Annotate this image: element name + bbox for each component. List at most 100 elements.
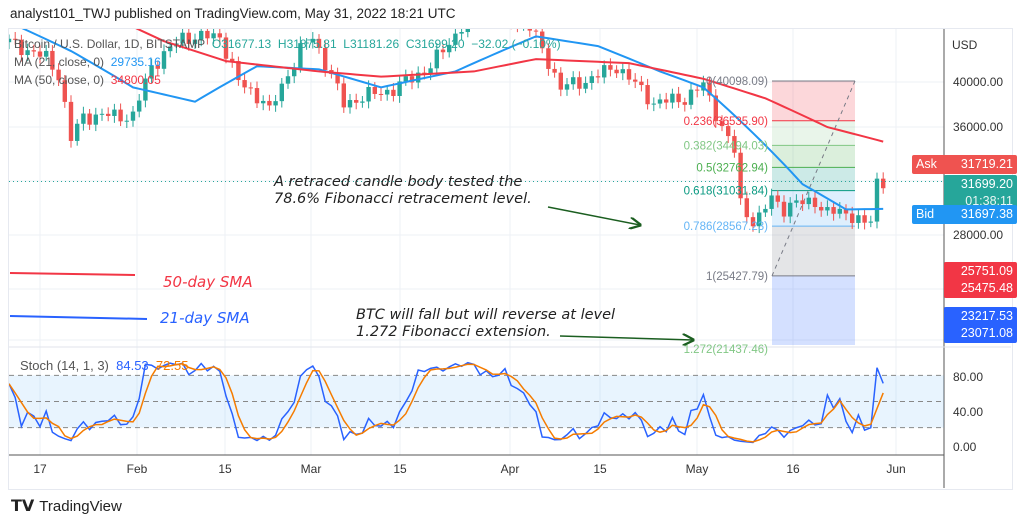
ma21-legend: MA (21, close, 0) 29735.16: [14, 55, 161, 69]
candle-body: [447, 44, 452, 53]
candle-body: [750, 217, 756, 227]
fib-blue-tag: 23217.53 23071.08: [944, 307, 1017, 343]
candle-body: [819, 206, 824, 211]
candle-body: [155, 65, 160, 69]
publish-header: analyst101_TWJ published on TradingView.…: [10, 6, 456, 21]
candle-body: [602, 65, 607, 78]
candle-body: [775, 195, 780, 202]
candle-body: [217, 33, 222, 38]
candle-body: [515, 25, 519, 26]
ask-tag: Ask 31719.21: [912, 155, 1017, 174]
stoch-tick: 0.00: [953, 440, 977, 454]
candle-body: [186, 32, 191, 44]
candle-body: [676, 93, 681, 103]
sma21-sample-line: [9, 315, 148, 320]
candle-body: [298, 43, 303, 68]
candle-body: [769, 195, 774, 209]
candle-body: [279, 83, 284, 102]
candle-body: [812, 197, 818, 207]
chart-frame[interactable]: [8, 28, 1013, 490]
candle-body: [757, 212, 762, 227]
stoch-lines: [9, 361, 884, 444]
candle-body: [595, 76, 601, 78]
candle-body: [149, 65, 154, 79]
candle-body: [503, 10, 507, 17]
candle-body: [416, 72, 421, 83]
candle-body: [533, 30, 539, 32]
candle-body: [44, 50, 49, 57]
candle-body: [453, 33, 458, 45]
candle-body: [248, 87, 253, 89]
candle-body: [341, 83, 346, 108]
sma50-label: 50-day SMA: [163, 273, 253, 291]
candle-body: [285, 76, 291, 84]
candle-body: [242, 80, 247, 88]
candle-body: [484, 13, 488, 19]
candle-body: [434, 49, 439, 69]
stoch-d-line: [9, 362, 884, 443]
candle-body: [9, 38, 12, 43]
fib-trend-line: [771, 80, 856, 277]
fib-zone: [772, 120, 855, 146]
change-value: −32.02 (−0.10%): [471, 37, 561, 51]
candle-body: [497, 17, 501, 19]
fib-red-tag: 25751.09 25475.48: [944, 262, 1017, 298]
sma50-sample-line: [9, 272, 136, 276]
fib-level-label: 0.786(28567.23): [684, 221, 769, 233]
candle-body: [695, 89, 700, 91]
fib-level-label: 0.236(36535.90): [684, 116, 769, 128]
tradingview-logo[interactable]: 𝗧𝗩 TradingView: [11, 497, 122, 516]
candle-body: [273, 101, 278, 106]
sma21-label: 21-day SMA: [160, 309, 250, 327]
candle-body: [397, 81, 402, 96]
candle-body: [688, 89, 694, 105]
candle-body: [99, 113, 105, 115]
candle-body: [552, 68, 557, 73]
fib-level-label: 0.618(31031.84): [684, 186, 769, 198]
time-tick: 15: [218, 462, 232, 476]
fib-level-label: 0.382(34494.03): [684, 140, 769, 152]
candle-body: [608, 65, 613, 70]
candle-body: [310, 38, 315, 43]
fib-zone: [772, 275, 855, 345]
candle-body: [31, 50, 36, 52]
candle-body: [422, 72, 427, 74]
candle-body: [664, 99, 669, 103]
candle-body: [254, 88, 260, 104]
fib-level-label: 1(25427.79): [706, 271, 768, 283]
candle-body: [211, 33, 216, 39]
candle-body: [403, 76, 408, 82]
stoch-tick: 40.00: [953, 405, 984, 419]
candle-body: [192, 39, 198, 44]
candle-body: [527, 29, 532, 31]
candle-body: [738, 152, 743, 199]
candle-body: [56, 69, 61, 81]
time-tick: May: [686, 462, 709, 476]
candle-body: [825, 207, 830, 211]
candle-body: [440, 49, 446, 53]
candle-body: [881, 178, 886, 189]
candle-body: [657, 99, 663, 104]
candle-body: [719, 121, 725, 127]
candle-body: [713, 95, 718, 122]
candle-body: [378, 93, 384, 95]
fib-zone: [772, 226, 855, 276]
candle-body: [589, 76, 594, 83]
time-tick: 15: [593, 462, 607, 476]
candle-body: [788, 202, 793, 217]
candle-body: [68, 101, 74, 141]
ma50-line: [135, 29, 884, 143]
time-tick: 17: [33, 462, 47, 476]
candle-body: [651, 103, 656, 105]
candle-body: [137, 100, 142, 112]
stoch-legend: Stoch (14, 1, 3) 84.53 72.55: [20, 358, 189, 373]
candle-body: [781, 201, 787, 217]
high-value: H31875.81: [277, 37, 337, 51]
fib-zone: [772, 145, 855, 168]
candle-body: [843, 208, 849, 214]
candle-body: [304, 42, 309, 44]
candle-body: [521, 24, 525, 26]
time-tick: 15: [393, 462, 407, 476]
candle-body: [354, 100, 359, 103]
